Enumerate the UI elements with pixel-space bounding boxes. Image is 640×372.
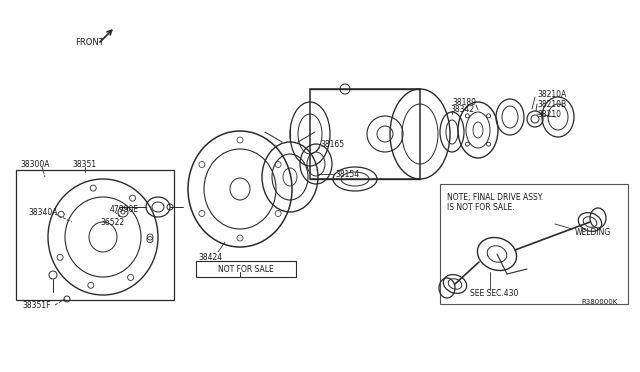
Text: 38351: 38351 xyxy=(72,160,96,169)
Bar xyxy=(196,261,296,277)
Text: 38210A: 38210A xyxy=(537,90,566,99)
Text: 38424: 38424 xyxy=(198,253,222,262)
Text: 38340A: 38340A xyxy=(28,208,58,217)
Bar xyxy=(310,89,420,179)
Text: 38154: 38154 xyxy=(335,170,359,179)
Text: 38210: 38210 xyxy=(537,109,561,119)
Text: WELDING: WELDING xyxy=(575,228,611,237)
Text: 36522: 36522 xyxy=(100,218,124,227)
Text: NOTE; FINAL DRIVE ASSY.: NOTE; FINAL DRIVE ASSY. xyxy=(447,192,543,202)
Text: NOT FOR SALE: NOT FOR SALE xyxy=(218,264,274,273)
Text: R380000K: R380000K xyxy=(582,299,618,305)
Text: IS NOT FOR SALE.: IS NOT FOR SALE. xyxy=(447,202,515,212)
Text: 38165: 38165 xyxy=(320,140,344,148)
Text: SEE SEC.430: SEE SEC.430 xyxy=(470,289,518,298)
Bar xyxy=(440,184,628,304)
Text: 38351F: 38351F xyxy=(22,301,51,311)
Text: 47990E: 47990E xyxy=(110,205,139,214)
Text: 38189: 38189 xyxy=(452,97,476,106)
Text: 38300A: 38300A xyxy=(20,160,49,169)
Text: FRONT: FRONT xyxy=(75,38,104,46)
Bar xyxy=(16,170,174,300)
Text: 38210B: 38210B xyxy=(537,99,566,109)
Text: 38342: 38342 xyxy=(450,105,474,113)
